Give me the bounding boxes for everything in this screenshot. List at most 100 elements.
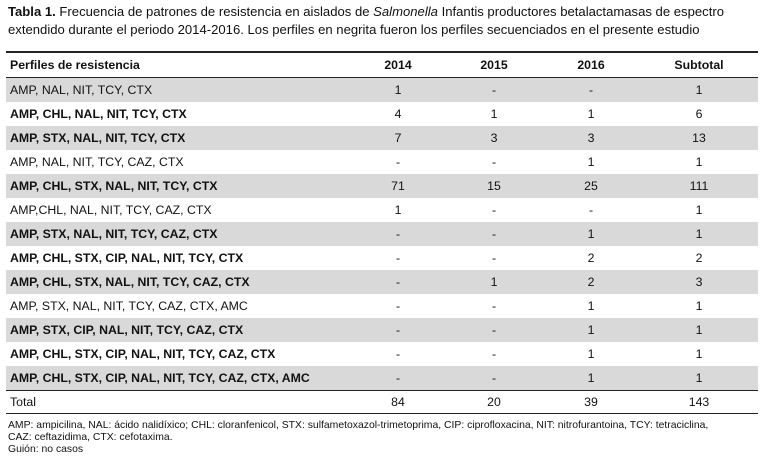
cell-2015: - (491, 203, 497, 217)
total-2015: 20 (446, 390, 542, 414)
cell-2015: - (446, 366, 542, 391)
cell-subtotal: 1 (640, 222, 758, 246)
cell-2016: 1 (587, 299, 595, 313)
table-row: AMP, CHL, STX, CIP, NAL, NIT, TCY, CAZ, … (6, 342, 758, 366)
table-row: AMP, STX, NAL, NIT, TCY, CAZ, CTX - - 1 … (6, 222, 758, 246)
cell-2015: - (491, 155, 497, 169)
cell-2015: 1 (446, 270, 542, 294)
resistance-table: Perfiles de resistencia 2014 2015 2016 S… (6, 53, 758, 414)
cell-2016: - (542, 77, 640, 102)
cell-subtotal: 1 (640, 366, 758, 391)
cell-2015: - (491, 347, 497, 361)
cell-2014: - (350, 366, 446, 391)
cell-2015: 1 (490, 107, 498, 121)
table-row: AMP,CHL, NAL, NIT, TCY, CAZ, CTX 1 - - 1 (6, 198, 758, 222)
cell-2014: - (395, 251, 401, 265)
cell-2016: 1 (587, 107, 595, 121)
cell-2014: 4 (394, 107, 402, 121)
cell-2016: 1 (587, 347, 595, 361)
profile-cell: AMP, STX, NAL, NIT, TCY, CAZ, CTX, AMC (10, 299, 248, 313)
header-subtotal: Subtotal (640, 53, 758, 78)
table-row: AMP, CHL, STX, NAL, NIT, TCY, CAZ, CTX -… (6, 270, 758, 294)
cell-subtotal: 3 (640, 270, 758, 294)
total-label: Total (6, 390, 350, 414)
profile-cell: AMP, CHL, STX, NAL, NIT, TCY, CTX (6, 174, 350, 198)
table-row: AMP, STX, CIP, NAL, NIT, TCY, CAZ, CTX -… (6, 318, 758, 342)
profile-cell: AMP, STX, NAL, NIT, TCY, CAZ, CTX (6, 222, 350, 246)
cell-2016: - (588, 203, 594, 217)
cell-subtotal: 1 (695, 347, 703, 361)
header-row: Perfiles de resistencia 2014 2015 2016 S… (6, 53, 758, 78)
cell-2014: 1 (394, 203, 402, 217)
table-footnotes: AMP: ampicilina, NAL: ácido nalidíxico; … (8, 420, 760, 457)
table-row: AMP, CHL, STX, NAL, NIT, TCY, CTX 71 15 … (6, 174, 758, 198)
footnote-dash: Guión: no casos (8, 444, 84, 456)
cell-subtotal: 1 (695, 155, 703, 169)
cell-2016: 1 (542, 366, 640, 391)
table-row: AMP, CHL, NAL, NIT, TCY, CTX 4 1 1 6 (6, 102, 758, 126)
caption-text-1: Frecuencia de patrones de resistencia en… (55, 4, 374, 19)
cell-2014: - (395, 299, 401, 313)
cell-2014: 7 (350, 126, 446, 150)
header-profile: Perfiles de resistencia (6, 53, 350, 78)
cell-2016: 3 (542, 126, 640, 150)
cell-2015: - (491, 251, 497, 265)
footnote-abbreviations-1: AMP: ampicilina, NAL: ácido nalidíxico; … (8, 420, 709, 431)
profile-cell: AMP, CHL, STX, CIP, NAL, NIT, TCY, CAZ, … (10, 347, 276, 361)
profile-cell: AMP, STX, CIP, NAL, NIT, TCY, CAZ, CTX (6, 318, 350, 342)
caption-text-2: Infantis productores betalactamasas de e… (8, 4, 724, 37)
cell-2016: 25 (542, 174, 640, 198)
profile-cell: AMP, NAL, NIT, TCY, CAZ, CTX (10, 155, 184, 169)
total-row: Total 84 20 39 143 (6, 390, 758, 414)
cell-subtotal: 111 (640, 174, 758, 198)
footnote-abbreviations-2: CAZ: ceftazidima, CTX: cefotaxima. (8, 432, 173, 444)
profile-cell: AMP, CHL, NAL, NIT, TCY, CTX (10, 107, 187, 121)
cell-subtotal: 2 (695, 251, 703, 265)
cell-2014: 71 (350, 174, 446, 198)
header-2015: 2015 (446, 53, 542, 78)
cell-2016: 1 (542, 222, 640, 246)
profile-cell: AMP, NAL, NIT, TCY, CTX (6, 77, 350, 102)
table-row: AMP, STX, NAL, NIT, TCY, CTX 7 3 3 13 (6, 126, 758, 150)
table-row: AMP, NAL, NIT, TCY, CTX 1 - - 1 (6, 77, 758, 102)
profile-cell: AMP,CHL, NAL, NIT, TCY, CAZ, CTX (10, 203, 212, 217)
cell-2014: - (395, 347, 401, 361)
cell-2014: 1 (350, 77, 446, 102)
profile-cell: AMP, STX, NAL, NIT, TCY, CTX (6, 126, 350, 150)
profile-cell: AMP, CHL, STX, CIP, NAL, NIT, TCY, CAZ, … (6, 366, 350, 391)
cell-2014: - (395, 155, 401, 169)
cell-2015: - (446, 77, 542, 102)
total-2014: 84 (350, 390, 446, 414)
cell-2014: - (350, 318, 446, 342)
total-2016: 39 (542, 390, 640, 414)
cell-2014: - (350, 222, 446, 246)
cell-subtotal: 6 (695, 107, 703, 121)
cell-subtotal: 1 (695, 299, 703, 313)
table-row: AMP, STX, NAL, NIT, TCY, CAZ, CTX, AMC -… (6, 294, 758, 318)
caption-label: Tabla 1. (8, 4, 56, 19)
cell-2016: 2 (542, 270, 640, 294)
cell-subtotal: 13 (640, 126, 758, 150)
cell-2016: 2 (587, 251, 595, 265)
header-2014: 2014 (350, 53, 446, 78)
profile-cell: AMP, CHL, STX, NAL, NIT, TCY, CAZ, CTX (6, 270, 350, 294)
cell-2015: - (446, 318, 542, 342)
caption-italic: Salmonella (373, 4, 438, 19)
cell-subtotal: 1 (695, 203, 703, 217)
cell-2016: 1 (587, 155, 595, 169)
top-rule (6, 51, 758, 53)
cell-2016: 1 (542, 318, 640, 342)
profile-cell: AMP, CHL, STX, CIP, NAL, NIT, TCY, CTX (10, 251, 244, 265)
cell-2015: 3 (446, 126, 542, 150)
header-2016: 2016 (542, 53, 640, 78)
cell-2015: 15 (446, 174, 542, 198)
table-row: AMP, NAL, NIT, TCY, CAZ, CTX - - 1 1 (6, 150, 758, 174)
cell-subtotal: 1 (640, 77, 758, 102)
cell-subtotal: 1 (640, 318, 758, 342)
total-subtotal: 143 (640, 390, 758, 414)
table-row: AMP, CHL, STX, CIP, NAL, NIT, TCY, CTX -… (6, 246, 758, 270)
table-caption: Tabla 1. Frecuencia de patrones de resis… (8, 3, 758, 39)
table-row: AMP, CHL, STX, CIP, NAL, NIT, TCY, CAZ, … (6, 366, 758, 391)
cell-2014: - (350, 270, 446, 294)
